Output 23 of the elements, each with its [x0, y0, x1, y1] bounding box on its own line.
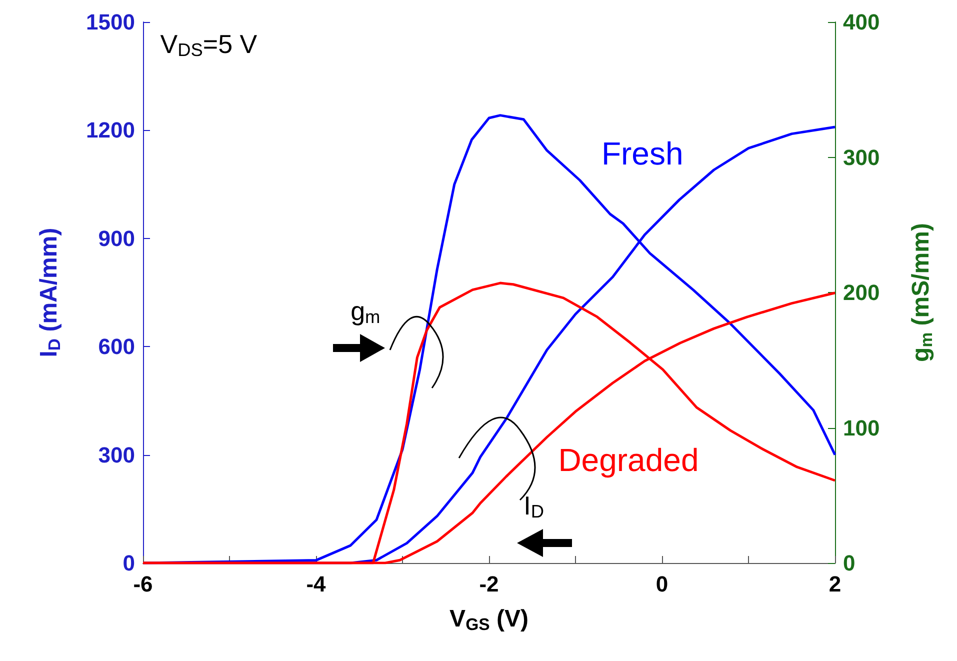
y-axis-title: ID (mA/mm) — [36, 228, 64, 358]
y-tick-label: 1500 — [86, 10, 135, 34]
annotation: ID — [524, 490, 544, 522]
y-tick-label: 1200 — [86, 118, 135, 143]
y2-tick-label: 400 — [843, 10, 880, 34]
y-tick-label: 900 — [98, 226, 135, 251]
y2-tick-label: 300 — [843, 144, 880, 170]
x-tick-label: -2 — [479, 572, 499, 596]
x-tick-label: 0 — [656, 572, 668, 596]
y2-axis-title: gm (mS/mm) — [907, 223, 936, 362]
series-label: Degraded — [558, 442, 699, 478]
y-tick-label: 300 — [98, 442, 135, 468]
series-label: Fresh — [601, 135, 684, 172]
x-tick-label: 2 — [828, 572, 842, 596]
y2-tick-label: 100 — [843, 415, 880, 440]
annotation: VDS=5 V — [160, 29, 258, 60]
y-tick-label: 0 — [122, 550, 135, 576]
x-tick-label: -4 — [306, 572, 327, 596]
y2-tick-label: 0 — [843, 550, 856, 576]
annotation: gm — [350, 296, 380, 327]
y-tick-label: 600 — [98, 334, 135, 360]
y2-tick-label: 200 — [843, 280, 880, 305]
x-tick-label: -6 — [133, 572, 153, 596]
